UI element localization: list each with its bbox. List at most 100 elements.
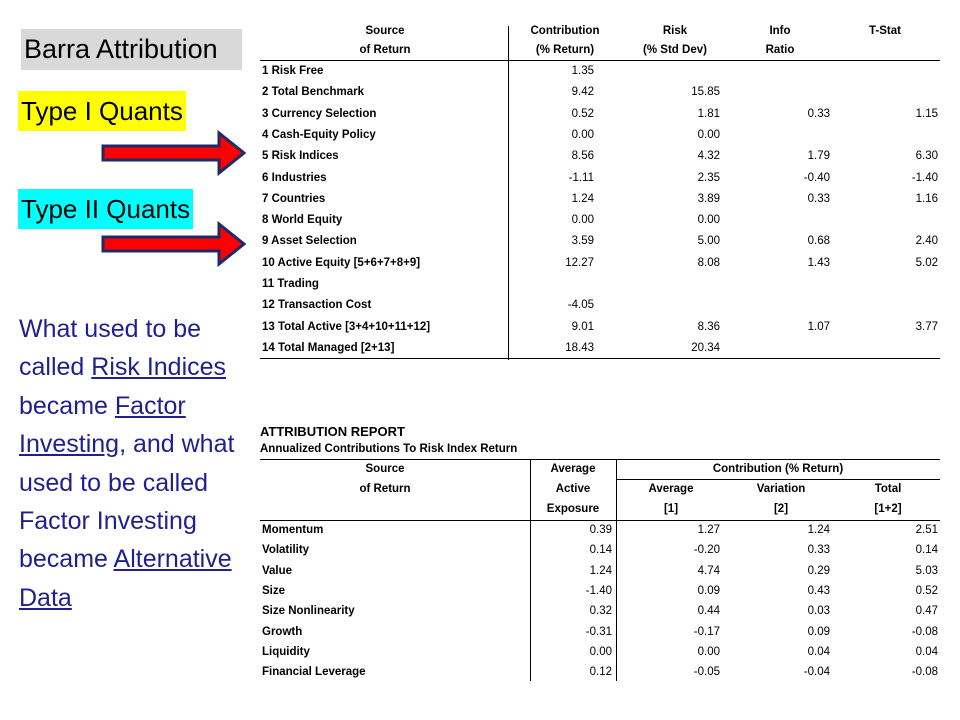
cell-value: 8.56 [571, 150, 594, 163]
row-label: Growth [262, 625, 303, 638]
cell-value: 0.03 [807, 605, 830, 618]
table-row: 10 Active Equity [5+6+7+8+9] 12.27 8.08 1.4… [260, 253, 940, 274]
cell-value: -0.05 [693, 666, 720, 679]
cell-value: 0.43 [807, 584, 830, 597]
cell-value: 0.00 [697, 214, 720, 227]
cell-value: 0.04 [807, 645, 830, 658]
table-row: 14 Total Managed [2+13] 18.43 20.34 [260, 338, 940, 359]
col-header-average: Average [1] [648, 483, 694, 515]
cell-value: 0.29 [807, 564, 830, 577]
cell-value: 1.07 [807, 320, 830, 333]
row-label: 1 Risk Free [262, 65, 324, 77]
table-row: Momentum 0.39 1.27 1.24 2.51 [260, 520, 940, 540]
column-divider [508, 26, 509, 360]
type-2-quants-label: Type II Quants [18, 189, 194, 229]
row-label: 9 Asset Selection [262, 235, 357, 248]
cell-value: 5.02 [915, 256, 938, 269]
row-label: 6 Industries [262, 171, 327, 184]
cell-value: 5.03 [915, 564, 938, 577]
table-row: 4 Cash-Equity Policy 0.00 0.00 [260, 125, 940, 146]
row-label: 2 Total Benchmark [262, 86, 365, 99]
cell-value: 15.85 [691, 86, 720, 99]
arrow-right-icon [101, 130, 247, 176]
row-label: 3 Currency Selection [262, 107, 377, 120]
cell-value: 4.32 [697, 150, 720, 163]
table-row: 11 Trading [260, 274, 940, 295]
cell-value: 0.00 [571, 214, 594, 227]
header-bottom-rule [260, 520, 940, 521]
row-label: 11 Trading [262, 278, 319, 290]
row-label: 14 Total Managed [2+13] [262, 341, 395, 354]
column-divider [616, 459, 617, 681]
factor-investing-note: What used to be called Risk Indices beca… [19, 310, 244, 617]
table-row: 8 World Equity 0.00 0.00 [260, 210, 940, 231]
cell-value: 6.30 [915, 150, 938, 163]
cell-value: 0.14 [915, 544, 938, 557]
col-header-contribution: Contribution (% Return) [530, 25, 600, 56]
col-header-source: Source of Return [359, 463, 411, 495]
cell-value: 1.79 [807, 150, 830, 163]
row-label: Size Nonlinearity [262, 605, 355, 618]
table-row: 2 Total Benchmark 9.42 15.85 [260, 82, 940, 103]
row-label: 13 Total Active [3+4+10+11+12] [262, 320, 431, 333]
cell-value: -0.08 [911, 666, 938, 679]
cell-value: -0.17 [693, 625, 720, 638]
cell-value: -4.05 [567, 299, 594, 312]
cell-value: 2.40 [915, 235, 938, 248]
col-header-average-active-exposure: Average Active Exposure [546, 463, 600, 515]
cell-value: 9.01 [571, 320, 594, 333]
note-text: What used to be called [19, 315, 202, 382]
underlined-phrase: Factor Investing [19, 391, 186, 459]
row-label: 8 World Equity [262, 214, 343, 227]
row-label: Size [262, 584, 286, 597]
table-row: 5 Risk Indices 8.56 4.32 1.79 6.30 [260, 146, 940, 167]
underlined-phrase: Alternative Data [19, 545, 232, 612]
col-header-risk: Risk (% Std Dev) [643, 25, 707, 56]
table-top-rule [260, 459, 940, 460]
cell-value: 0.33 [807, 544, 830, 557]
cell-value: 8.08 [697, 256, 720, 269]
cell-value: 12.27 [565, 256, 594, 269]
table-row: Size -1.40 0.09 0.43 0.52 [260, 581, 940, 601]
table-row: Volatility 0.14 -0.20 0.33 0.14 [260, 540, 940, 560]
cell-value: -1.40 [911, 171, 938, 184]
column-divider [530, 459, 531, 681]
header-divider [616, 479, 940, 480]
table-row: 9 Asset Selection 3.59 5.00 0.68 2.40 [260, 231, 940, 252]
cell-value: -0.31 [585, 625, 612, 638]
col-header-contribution-group: Contribution (% Return) [712, 463, 844, 475]
cell-value: 1.81 [697, 107, 720, 120]
table-row: 6 Industries -1.11 2.35 -0.40 -1.40 [260, 168, 940, 189]
cell-value: -0.04 [803, 666, 830, 679]
row-label: 5 Risk Indices [262, 150, 339, 163]
cell-value: 0.44 [697, 605, 720, 618]
row-label: Liquidity [262, 645, 310, 658]
cell-value: 1.27 [697, 524, 720, 536]
cell-value: 0.52 [571, 107, 594, 120]
cell-value: 1.24 [807, 524, 830, 536]
cell-value: 2.35 [697, 171, 720, 184]
cell-value: 0.00 [571, 128, 594, 141]
table-row: 1 Risk Free 1.35 [260, 61, 940, 82]
row-label: Volatility [262, 544, 310, 557]
cell-value: 0.68 [807, 235, 830, 248]
note-text: , and what used to be called Factor Inve… [19, 430, 235, 574]
cell-value: 9.42 [571, 86, 594, 99]
cell-value: 0.00 [697, 128, 720, 141]
cell-value: 0.32 [589, 605, 612, 618]
col-header-info-ratio: Info Ratio [765, 25, 795, 56]
row-label: 7 Countries [262, 192, 326, 205]
col-header-variation: Variation [2] [756, 483, 806, 515]
table-row: 7 Countries 1.24 3.89 0.33 1.16 [260, 189, 940, 210]
cell-value: 1.24 [571, 192, 594, 205]
cell-value: 0.09 [697, 584, 720, 597]
cell-value: 18.43 [565, 341, 594, 354]
row-label: Value [262, 564, 293, 577]
cell-value: 0.47 [915, 605, 938, 618]
cell-value: 3.89 [697, 192, 720, 205]
row-label: 4 Cash-Equity Policy [262, 128, 376, 141]
cell-value: 20.34 [691, 341, 720, 354]
table-row: 3 Currency Selection 0.52 1.81 0.33 1.15 [260, 104, 940, 125]
row-label: 12 Transaction Cost [262, 299, 372, 312]
attribution-report-title: ATTRIBUTION REPORT [260, 424, 405, 439]
